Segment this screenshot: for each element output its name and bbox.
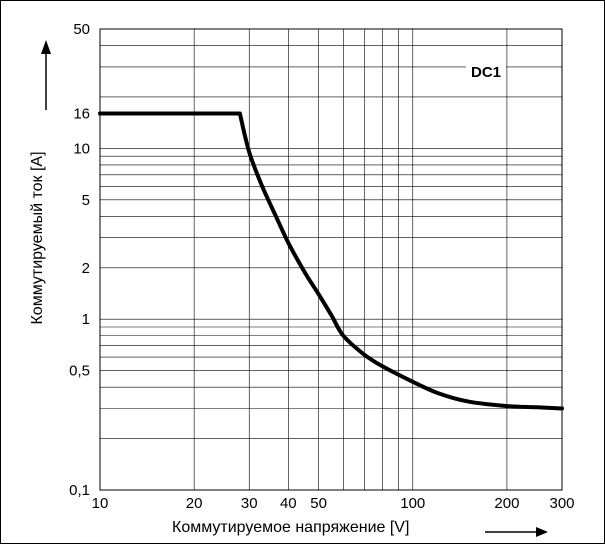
- y-tick-label: 2: [82, 260, 90, 277]
- x-tick-labels: 10 20 30 40 50 100 200 300: [92, 495, 575, 512]
- y-axis-arrow: [41, 40, 51, 110]
- y-tick-label: 0,5: [69, 363, 90, 380]
- y-tick-label: 16: [73, 106, 90, 123]
- series-line: [98, 111, 564, 411]
- y-tick-label: 0,1: [69, 482, 90, 499]
- x-tick-label: 200: [494, 495, 519, 512]
- x-tick-label: 10: [92, 495, 109, 512]
- x-tick-label: 50: [310, 495, 327, 512]
- y-tick-label: 10: [73, 140, 90, 157]
- x-axis-label: Коммутируемое напряжение [V]: [172, 519, 409, 536]
- annotation-label: DC1: [471, 64, 501, 81]
- x-tick-label: 300: [549, 495, 574, 512]
- x-tick-label: 100: [400, 495, 425, 512]
- x-tick-label: 40: [280, 495, 297, 512]
- y-tick-label: 50: [73, 21, 90, 38]
- annotation-box: DC1: [466, 61, 506, 83]
- y-tick-label: 1: [82, 311, 90, 328]
- y-tick-labels: 0,1 0,5 1 2 5 10 16 50: [69, 21, 90, 499]
- annotation-background: [466, 61, 506, 83]
- x-tick-label: 30: [241, 495, 258, 512]
- y-axis-label: Коммутируемый ток [A]: [29, 151, 46, 324]
- x-tick-label: 20: [186, 495, 203, 512]
- grid: [100, 29, 562, 490]
- plot-area-border: [99, 28, 563, 491]
- x-axis-arrow: [485, 527, 548, 537]
- y-tick-label: 5: [82, 192, 90, 209]
